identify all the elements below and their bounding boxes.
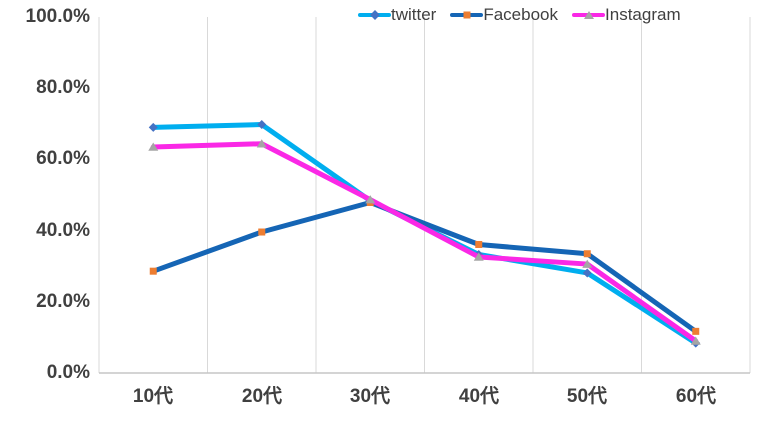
y-tick-label: 80.0% xyxy=(36,77,90,98)
legend-item-instagram: Instagram xyxy=(572,4,681,26)
legend-label-twitter: twitter xyxy=(391,5,437,24)
instagram-marker-40代 xyxy=(473,252,484,261)
legend-item-twitter: twitter xyxy=(358,4,436,26)
twitter-diamond-marker-icon xyxy=(369,10,380,20)
x-tick-label: 50代 xyxy=(566,386,608,407)
twitter-line-sample xyxy=(358,10,391,20)
series-line-instagram xyxy=(150,141,699,344)
facebook-marker-50代 xyxy=(583,250,591,258)
x-tick-label: 30代 xyxy=(349,386,391,407)
legend-label-instagram: Instagram xyxy=(605,5,681,24)
instagram-marker-10代 xyxy=(148,142,159,151)
legend-label-facebook: Facebook xyxy=(483,5,559,24)
twitter-marker-10代 xyxy=(148,122,158,132)
legend-item-facebook: Facebook xyxy=(450,4,558,26)
facebook-square-marker-icon xyxy=(463,11,471,19)
y-tick-label: 100.0% xyxy=(25,6,90,27)
y-tick-label: 0.0% xyxy=(46,362,90,383)
x-tick-label: 20代 xyxy=(241,386,283,407)
legend: twitter Facebook Instagram xyxy=(358,4,681,26)
twitter-marker-20代 xyxy=(257,120,267,130)
y-tick-label: 60.0% xyxy=(36,148,90,169)
facebook-marker-40代 xyxy=(475,240,483,248)
x-tick-label: 10代 xyxy=(132,386,174,407)
instagram-line-sample xyxy=(572,11,606,19)
facebook-marker-60代 xyxy=(692,327,700,335)
y-tick-label: 20.0% xyxy=(36,291,90,312)
y-tick-label: 40.0% xyxy=(36,220,90,241)
facebook-marker-20代 xyxy=(258,228,266,236)
instagram-triangle-marker-icon xyxy=(583,11,594,19)
instagram-marker-50代 xyxy=(582,259,593,268)
instagram-marker-30代 xyxy=(365,195,376,204)
x-tick-label: 60代 xyxy=(675,386,717,407)
facebook-line-sample xyxy=(450,11,484,19)
instagram-marker-60代 xyxy=(690,336,701,345)
twitter-marker-50代 xyxy=(582,268,592,278)
facebook-marker-10代 xyxy=(149,267,157,275)
x-tick-label: 40代 xyxy=(458,386,500,407)
series-line-facebook xyxy=(150,199,699,334)
instagram-marker-20代 xyxy=(256,139,267,148)
